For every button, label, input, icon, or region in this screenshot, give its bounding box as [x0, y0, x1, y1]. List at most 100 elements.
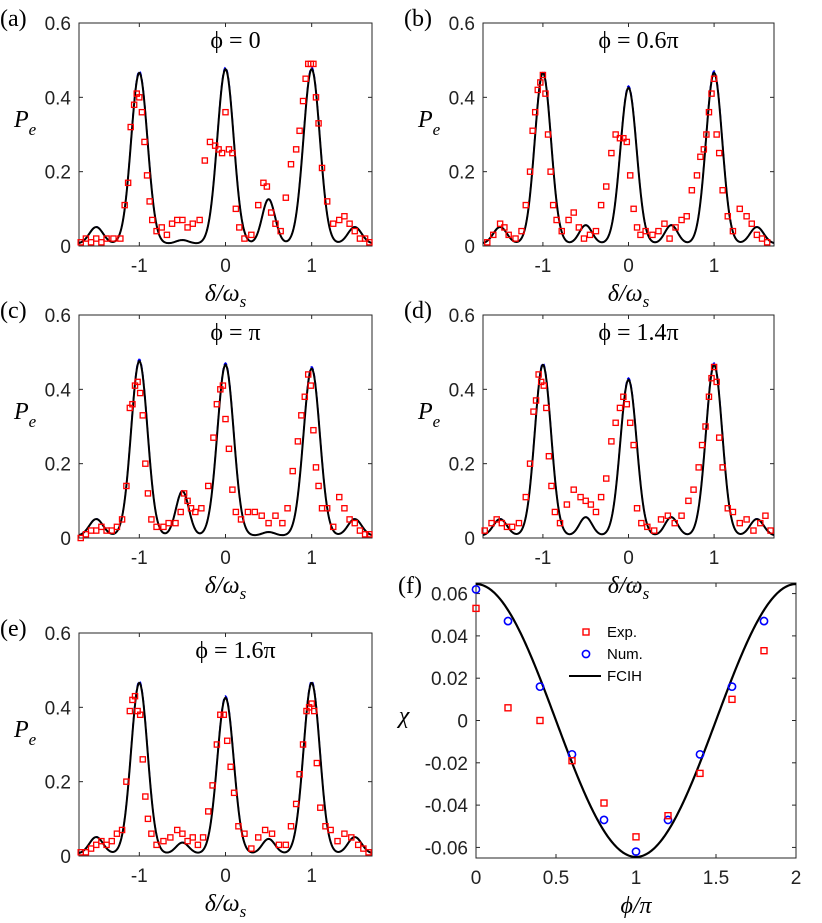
panel-label: (f): [398, 573, 422, 599]
exp-point: [548, 482, 555, 490]
exp-point: [287, 823, 295, 830]
exp-point: [623, 138, 631, 146]
exp-point: [696, 769, 704, 778]
exp-point: [522, 493, 530, 501]
exp-point: [678, 512, 685, 519]
exp-point: [633, 505, 641, 512]
exp-point: [365, 849, 372, 856]
exp-point: [570, 486, 577, 493]
y-tick-label: -0.04: [425, 796, 469, 817]
exp-point: [126, 707, 134, 715]
exp-point: [142, 460, 149, 467]
exp-point: [179, 830, 186, 837]
legend: Exp. Num. FCIH: [569, 624, 643, 685]
x-tick-label: 2: [791, 868, 802, 889]
exp-point: [715, 434, 723, 441]
axes-box: [78, 632, 373, 857]
exp-point: [708, 374, 715, 382]
exp-point: [232, 205, 240, 213]
exp-point: [235, 823, 242, 830]
exp-point: [549, 201, 557, 209]
exp-point: [299, 741, 307, 748]
exp-point: [184, 837, 191, 845]
exp-point: [602, 183, 610, 190]
x-tick-label: 0: [471, 868, 482, 889]
panel-c: 0 0.2 0.4 0.6 -1 0 1 (c) ϕ = π Pe δ/ωs: [0, 298, 373, 603]
y-axis-label: Pe: [13, 399, 37, 431]
exp-point: [136, 711, 144, 719]
panel-label: (a): [0, 6, 27, 32]
exp-point: [198, 505, 205, 512]
y-tick-label: 0.06: [431, 585, 468, 606]
exp-point: [172, 519, 179, 527]
exp-point: [98, 523, 105, 531]
exp-point: [688, 186, 696, 194]
exp-point: [299, 97, 307, 105]
x-tick-label: 0: [623, 548, 634, 569]
exp-point: [144, 490, 152, 497]
exp-point: [173, 826, 181, 834]
y-tick-label: 0: [60, 237, 71, 258]
exp-point: [298, 412, 305, 419]
exp-point: [113, 523, 121, 531]
exp-point: [230, 789, 238, 797]
exp-point: [241, 830, 248, 837]
axes-box: [482, 22, 775, 247]
exp-point: [189, 220, 197, 227]
exp-point: [620, 134, 627, 142]
y-tick-label: 0.6: [45, 14, 71, 35]
exp-point: [545, 452, 553, 460]
exp-point: [144, 815, 152, 823]
exp-point: [762, 512, 769, 519]
exp-point: [356, 527, 364, 534]
exp-point: [98, 837, 105, 845]
axes-box: [78, 22, 373, 247]
exp-point: [626, 419, 634, 427]
exp-point: [758, 235, 766, 242]
y-tick-label: 0.4: [449, 88, 476, 109]
exp-point: [763, 239, 771, 246]
exp-point: [526, 168, 534, 175]
exp-point: [98, 239, 105, 246]
exp-point: [518, 227, 525, 235]
exp-point: [179, 216, 186, 224]
exp-point: [498, 519, 506, 527]
exp-point: [351, 519, 359, 527]
exp-point: [313, 759, 321, 767]
y-tick-label: 0.6: [449, 14, 475, 35]
exp-point: [736, 519, 744, 527]
x-tick-label: -1: [534, 256, 551, 277]
exp-point: [205, 808, 212, 815]
exp-point: [630, 205, 637, 213]
exp-point: [577, 493, 584, 501]
fcih-curve: [78, 681, 373, 854]
exp-point: [351, 227, 359, 235]
exp-point: [356, 235, 364, 242]
panel-b: 0 0.2 0.4 0.6 -1 0 1 (b) ϕ = 0.6π Pe δ/ωs: [404, 6, 775, 311]
y-axis-label: Pe: [13, 717, 37, 749]
fcih-curve: [482, 71, 775, 244]
exp-point: [705, 393, 713, 401]
exp-point: [537, 79, 544, 86]
exp-point: [540, 382, 548, 389]
exp-point: [163, 231, 171, 239]
exp-point: [484, 239, 491, 246]
x-axis-label: ϕ/π: [620, 893, 652, 919]
exp-point: [666, 235, 673, 242]
exp-point: [638, 519, 645, 527]
exp-point: [294, 438, 302, 445]
legend-num-label: Num.: [607, 646, 643, 663]
exp-point: [724, 505, 732, 512]
y-tick-label: 0.02: [431, 669, 468, 690]
exp-point: [296, 127, 303, 135]
exp-point: [535, 371, 542, 378]
exp-point: [113, 830, 121, 837]
y-tick-label: 0.4: [45, 88, 72, 109]
exp-point: [217, 711, 224, 719]
x-tick-label: 1: [306, 866, 317, 887]
num-point: [471, 584, 481, 594]
exp-point: [209, 782, 216, 789]
exp-point: [736, 205, 744, 213]
exp-point: [277, 227, 284, 235]
